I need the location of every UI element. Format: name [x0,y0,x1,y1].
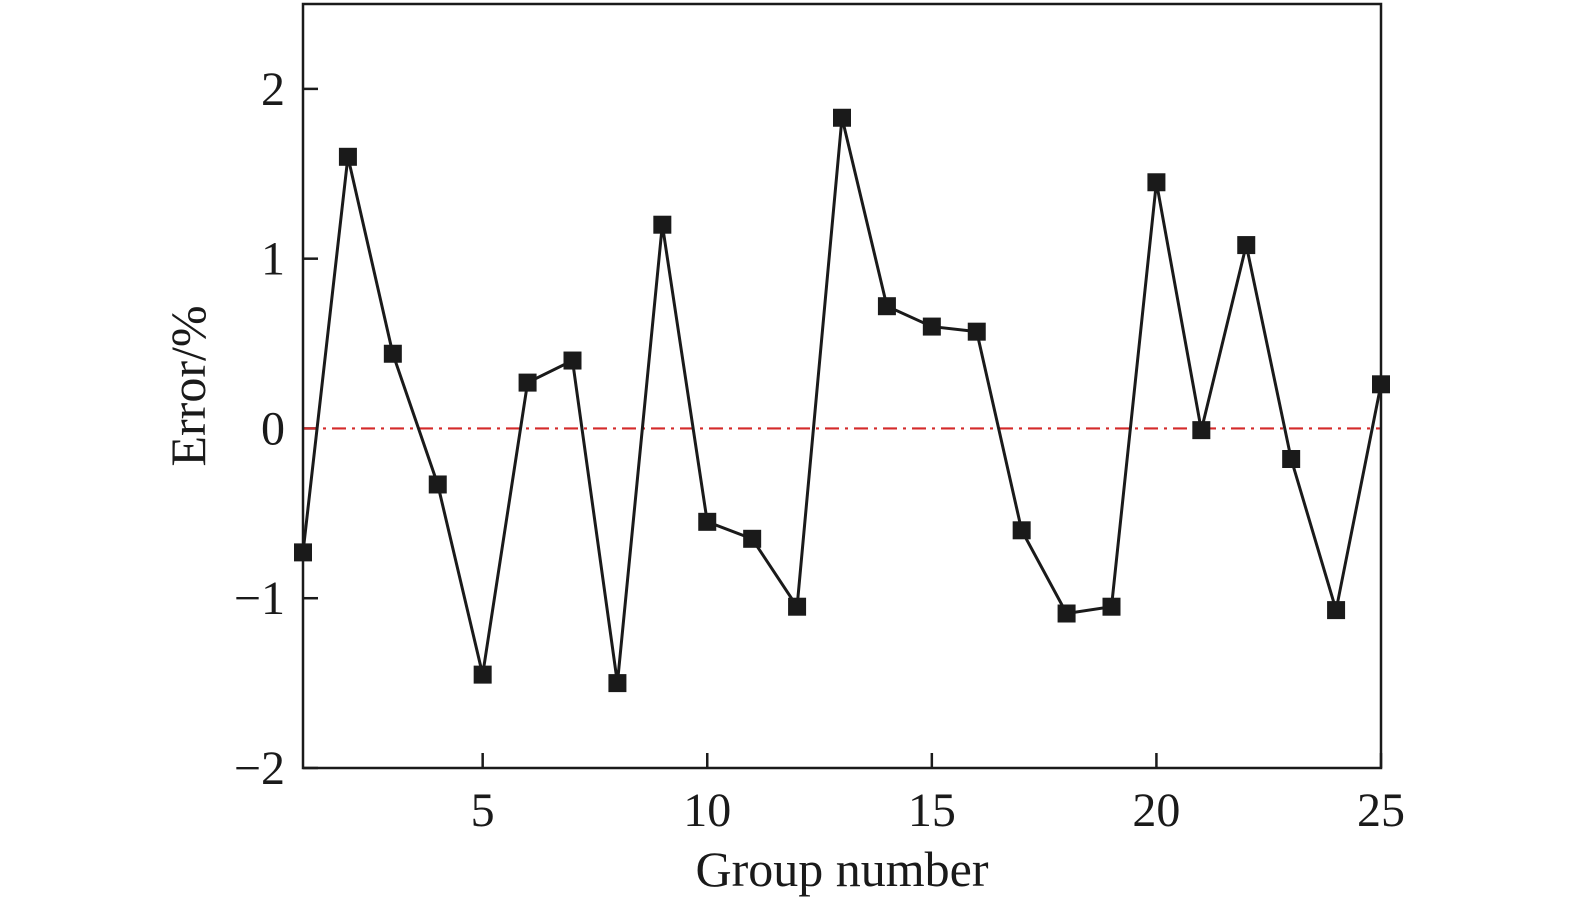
data-point-marker [1327,601,1346,620]
data-point-marker [698,512,717,531]
data-point-marker [1237,236,1256,255]
data-point-marker [1282,450,1301,469]
data-point-marker [563,351,582,370]
data-point-marker [877,297,896,316]
data-point-marker [473,665,492,684]
y-tick-label: 1 [261,233,285,286]
error-series [294,108,1390,693]
data-point-marker [608,674,627,693]
data-point-marker [338,147,357,166]
x-tick-label: 15 [908,784,956,837]
data-point-marker [653,215,672,234]
data-point-marker [922,317,941,336]
data-point-marker [1057,604,1076,623]
data-point-marker [1147,173,1166,192]
series-line [301,117,1383,684]
axis-ticks [303,87,1383,770]
data-point-marker [743,529,762,548]
y-tick-label: 0 [261,402,285,455]
y-axis-title: Error/% [160,305,216,466]
plot-frame [301,2,1383,770]
data-point-marker [383,344,402,363]
x-axis-title: Group number [696,841,989,897]
x-tick-label: 20 [1132,784,1180,837]
x-tick-label: 5 [471,784,495,837]
y-tick-label: −2 [234,742,285,795]
data-point-marker [428,475,447,494]
data-point-marker [1102,597,1121,616]
y-tick-label: 2 [261,63,285,116]
data-point-marker [1012,521,1031,540]
data-point-marker [518,373,537,392]
x-tick-label: 25 [1357,784,1405,837]
data-point-marker [788,597,807,616]
y-tick-label: −1 [234,572,285,625]
data-point-marker [833,108,851,127]
x-tick-label: 10 [683,784,731,837]
data-point-marker [967,322,986,341]
data-point-marker [1192,421,1211,440]
